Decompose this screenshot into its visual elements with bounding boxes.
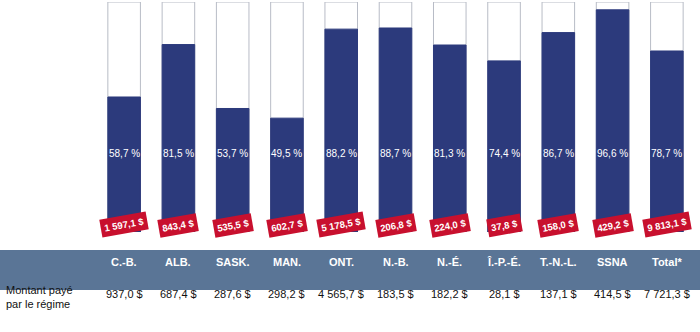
- svg-text:MAN.: MAN.: [273, 256, 301, 268]
- svg-text:7 721,3 $: 7 721,3 $: [644, 288, 690, 300]
- svg-text:T.-N.-L.: T.-N.-L.: [540, 256, 577, 268]
- svg-text:Î.-P.-É.: Î.-P.-É.: [487, 256, 521, 268]
- svg-text:414,5 $: 414,5 $: [594, 288, 631, 300]
- svg-text:C.-B.: C.-B.: [111, 256, 137, 268]
- svg-text:843,4 $: 843,4 $: [161, 217, 195, 233]
- svg-text:28,1 $: 28,1 $: [489, 288, 520, 300]
- svg-text:602,7 $: 602,7 $: [270, 217, 304, 233]
- svg-text:96,6 %: 96,6 %: [597, 148, 628, 159]
- svg-text:78,7 %: 78,7 %: [651, 148, 682, 159]
- svg-text:58,7 %: 58,7 %: [109, 148, 140, 159]
- svg-text:535,5 $: 535,5 $: [216, 217, 250, 233]
- svg-text:429,2 $: 429,2 $: [596, 217, 630, 233]
- svg-text:298,2 $: 298,2 $: [268, 288, 305, 300]
- svg-text:1 597,1 $: 1 597,1 $: [103, 216, 145, 234]
- svg-text:SSNA: SSNA: [597, 256, 628, 268]
- svg-text:182,2 $: 182,2 $: [431, 288, 468, 300]
- svg-text:687,4 $: 687,4 $: [160, 288, 197, 300]
- svg-text:183,5 $: 183,5 $: [377, 288, 414, 300]
- svg-text:158,0 $: 158,0 $: [541, 217, 575, 233]
- svg-text:88,2 %: 88,2 %: [326, 148, 357, 159]
- svg-text:86,7 %: 86,7 %: [543, 148, 574, 159]
- svg-text:74,4 %: 74,4 %: [489, 148, 520, 159]
- svg-text:81,5 %: 81,5 %: [163, 148, 194, 159]
- svg-text:Total*: Total*: [652, 256, 682, 268]
- svg-text:224,0 $: 224,0 $: [433, 217, 467, 233]
- svg-text:5 178,5 $: 5 178,5 $: [320, 216, 362, 234]
- svg-text:206,8 $: 206,8 $: [379, 217, 413, 233]
- svg-text:ONT.: ONT.: [329, 256, 354, 268]
- svg-text:ALB.: ALB.: [165, 256, 191, 268]
- svg-text:N.-B.: N.-B.: [383, 256, 409, 268]
- svg-text:N.-É.: N.-É.: [437, 256, 462, 268]
- svg-text:53,7 %: 53,7 %: [217, 148, 248, 159]
- svg-text:287,6 $: 287,6 $: [214, 288, 251, 300]
- svg-text:49,5 %: 49,5 %: [271, 148, 302, 159]
- svg-text:937,0 $: 937,0 $: [106, 288, 143, 300]
- svg-text:81,3 %: 81,3 %: [434, 148, 465, 159]
- svg-text:SASK.: SASK.: [216, 256, 250, 268]
- svg-text:137,1 $: 137,1 $: [540, 288, 577, 300]
- svg-text:4 565,7 $: 4 565,7 $: [318, 288, 364, 300]
- svg-text:88,7 %: 88,7 %: [380, 148, 411, 159]
- svg-text:Montant payépar le régime: Montant payépar le régime: [6, 284, 73, 310]
- svg-text:9 813,1 $: 9 813,1 $: [646, 216, 688, 234]
- svg-text:37,8 $: 37,8 $: [490, 218, 519, 234]
